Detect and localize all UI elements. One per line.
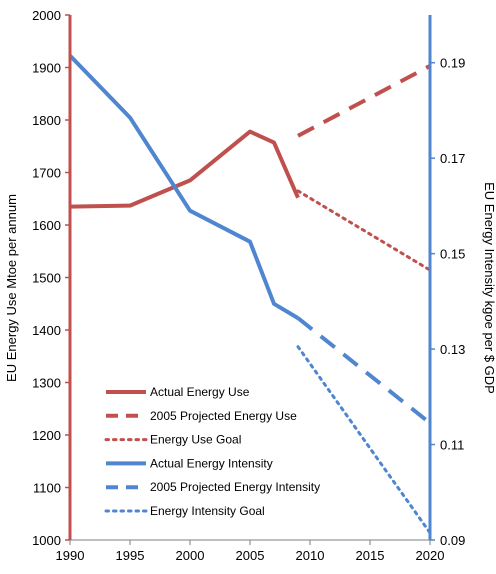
x-tick-label: 1995: [116, 548, 145, 563]
right-tick-label: 0.13: [440, 342, 465, 357]
right-axis-label: EU Energy Intensity kgoe per $ GDP: [482, 182, 496, 394]
legend-label: Energy Use Goal: [150, 433, 241, 447]
left-tick-label: 1300: [32, 376, 61, 391]
left-tick-label: 1500: [32, 271, 61, 286]
right-tick-label: 0.11: [440, 438, 464, 453]
series-line-3: [68, 54, 300, 320]
right-tick-label: 0.15: [440, 247, 465, 262]
x-tick-label: 1990: [56, 548, 85, 563]
legend-label: 2005 Projected Energy Intensity: [150, 480, 320, 494]
ticks-layer: 1990 1995 2000 2005 2010 2015 2020 1000 1100 1200…: [32, 8, 465, 563]
left-tick-label: 1600: [32, 218, 61, 233]
series-line-1: [297, 64, 431, 138]
left-tick-label: 1900: [32, 61, 61, 76]
legend-label: Actual Energy Use: [150, 385, 250, 399]
left-tick-label: 1700: [32, 166, 61, 181]
legend-label: Energy Intensity Goal: [150, 504, 265, 518]
series-layer: [68, 54, 432, 535]
left-tick-label: 1400: [32, 323, 61, 338]
right-tick-label: 0.17: [440, 151, 465, 166]
series-line-2: [296, 189, 432, 272]
left-tick-label: 1000: [32, 533, 61, 548]
legend: Actual Energy Use 2005 Projected Energy U…: [104, 385, 320, 518]
left-tick-label: 1800: [32, 113, 61, 128]
left-tick-label: 1200: [32, 428, 61, 443]
series-line-5: [296, 345, 432, 535]
series-line-0: [69, 129, 300, 209]
right-tick-label: 0.19: [440, 56, 465, 71]
x-tick-label: 2005: [236, 548, 265, 563]
left-axis-label: EU Energy Use Mtoe per annum: [4, 194, 19, 382]
left-tick-label: 1100: [33, 481, 61, 496]
x-tick-label: 2010: [296, 548, 325, 563]
legend-label: Actual Energy Intensity: [150, 456, 273, 470]
legend-label: 2005 Projected Energy Use: [150, 409, 297, 423]
series-line-4: [296, 316, 432, 425]
right-tick-label: 0.09: [440, 533, 465, 548]
x-tick-label: 2000: [176, 548, 205, 563]
x-tick-label: 2015: [356, 548, 385, 563]
left-tick-label: 2000: [32, 8, 61, 23]
x-tick-label: 2020: [416, 548, 445, 563]
